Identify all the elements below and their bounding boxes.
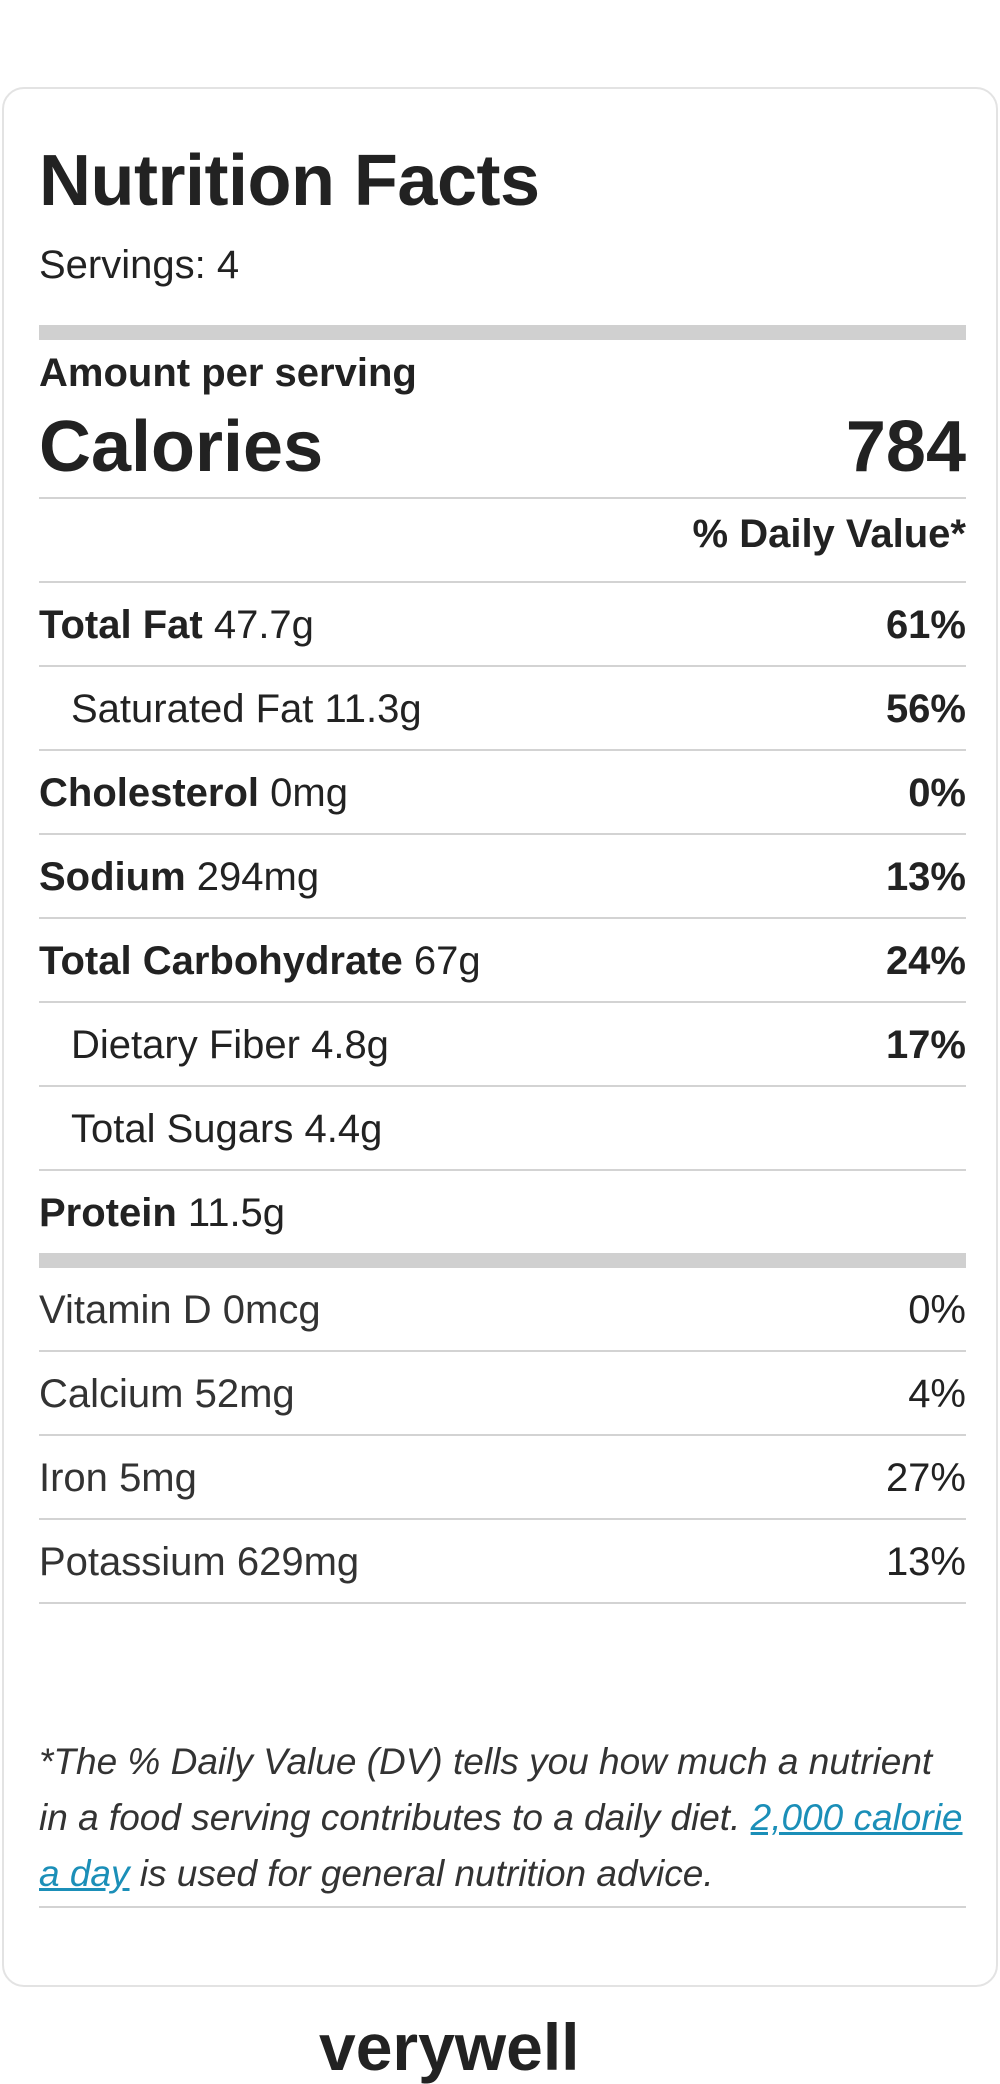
- vitamin-daily-value: 27%: [885, 1456, 966, 1500]
- nutrient-name: Total Sugars: [71, 1107, 294, 1151]
- nutrient-label: Total Fat 47.7g: [39, 605, 314, 645]
- nutrient-label: Total Carbohydrate 67g: [39, 941, 481, 981]
- nutrient-name: Saturated Fat: [71, 687, 314, 731]
- servings-text: Servings: 4: [39, 243, 240, 287]
- vitamin-label: Iron 5mg: [39, 1458, 197, 1498]
- vitamin-label: Calcium 52mg: [39, 1374, 295, 1414]
- nutrient-amount: 11.5g: [187, 1191, 286, 1235]
- section-divider: [39, 1253, 966, 1268]
- nutrient-daily-value: 56%: [885, 687, 966, 731]
- nutrient-row-dietary-fiber: Dietary Fiber 4.8g 17%: [39, 1003, 966, 1087]
- divider: [39, 497, 966, 499]
- vitamin-daily-value: 0%: [908, 1288, 966, 1332]
- nutrient-daily-value: 61%: [885, 603, 966, 647]
- nutrient-label: Total Sugars 4.4g: [71, 1109, 382, 1149]
- nutrient-amount: 47.7g: [213, 603, 314, 647]
- daily-value-header: % Daily Value*: [692, 512, 966, 556]
- vitamin-name: Vitamin D: [39, 1288, 212, 1332]
- nutrient-row-saturated-fat: Saturated Fat 11.3g 56%: [39, 667, 966, 751]
- vitamin-amount: 52mg: [194, 1372, 295, 1416]
- nutrient-label: Saturated Fat 11.3g: [71, 689, 422, 729]
- vitamin-amount: 629mg: [236, 1540, 360, 1584]
- page-title: Nutrition Facts: [39, 141, 540, 221]
- nutrient-label: Dietary Fiber 4.8g: [71, 1025, 389, 1065]
- vitamin-label: Potassium 629mg: [39, 1542, 359, 1582]
- nutrient-daily-value: 17%: [885, 1023, 966, 1067]
- vitamin-name: Potassium: [39, 1540, 226, 1584]
- vitamin-name: Calcium: [39, 1372, 184, 1416]
- daily-value-footnote: *The % Daily Value (DV) tells you how mu…: [39, 1734, 966, 1902]
- nutrient-row-sodium: Sodium 294mg 13%: [39, 835, 966, 919]
- calorie-link[interactable]: 2,000 calorie a day: [39, 1797, 963, 1894]
- calories-label: Calories: [39, 407, 324, 487]
- nutrient-row-protein: Protein 11.5g: [39, 1171, 966, 1255]
- section-divider: [39, 325, 966, 340]
- nutrient-amount: 4.4g: [304, 1107, 383, 1151]
- nutrient-daily-value: 0%: [908, 771, 966, 815]
- vitamin-row-vitamin-d: Vitamin D 0mcg 0%: [39, 1268, 966, 1352]
- divider: [39, 581, 966, 583]
- vitamin-label: Vitamin D 0mcg: [39, 1290, 321, 1330]
- nutrient-amount: 67g: [413, 939, 481, 983]
- nutrient-label: Protein 11.5g: [39, 1193, 285, 1233]
- vitamin-daily-value: 4%: [908, 1372, 966, 1416]
- amount-per-serving-label: Amount per serving: [39, 351, 417, 395]
- footnote-text-end: is used for general nutrition advice.: [139, 1853, 714, 1894]
- nutrient-amount: 11.3g: [324, 687, 422, 731]
- nutrient-name: Protein: [39, 1191, 177, 1235]
- nutrient-name: Dietary Fiber: [71, 1023, 300, 1067]
- brand-logo: verywell: [319, 2010, 580, 2084]
- nutrient-row-total-carbohydrate: Total Carbohydrate 67g 24%: [39, 919, 966, 1003]
- nutrient-row-total-fat: Total Fat 47.7g 61%: [39, 583, 966, 667]
- nutrient-row-total-sugars: Total Sugars 4.4g: [39, 1087, 966, 1171]
- nutrient-label: Cholesterol 0mg: [39, 773, 348, 813]
- nutrient-amount: 0mg: [270, 771, 348, 815]
- calories-value: 784: [845, 407, 966, 487]
- nutrient-name: Sodium: [39, 855, 186, 899]
- nutrient-amount: 294mg: [196, 855, 320, 899]
- calories-row: Calories 784: [39, 411, 966, 491]
- vitamin-row-iron: Iron 5mg 27%: [39, 1436, 966, 1520]
- nutrition-facts-card: Nutrition Facts Servings: 4 Amount per s…: [2, 87, 998, 2080]
- nutrient-row-cholesterol: Cholesterol 0mg 0%: [39, 751, 966, 835]
- nutrient-label: Sodium 294mg: [39, 857, 319, 897]
- vitamin-row-calcium: Calcium 52mg 4%: [39, 1352, 966, 1436]
- vitamin-amount: 0mcg: [222, 1288, 321, 1332]
- vitamin-row-potassium: Potassium 629mg 13%: [39, 1520, 966, 1604]
- divider: [39, 1906, 966, 1908]
- nutrient-name: Total Fat: [39, 603, 203, 647]
- footnote-text: *The % Daily Value (DV) tells you how mu…: [39, 1741, 933, 1838]
- nutrient-daily-value: 13%: [885, 855, 966, 899]
- vitamin-amount: 5mg: [119, 1456, 197, 1500]
- nutrient-name: Total Carbohydrate: [39, 939, 403, 983]
- vitamin-daily-value: 13%: [885, 1540, 966, 1584]
- nutrient-amount: 4.8g: [311, 1023, 389, 1067]
- vitamin-name: Iron: [39, 1456, 108, 1500]
- nutrient-daily-value: 24%: [885, 939, 966, 983]
- nutrient-name: Cholesterol: [39, 771, 260, 815]
